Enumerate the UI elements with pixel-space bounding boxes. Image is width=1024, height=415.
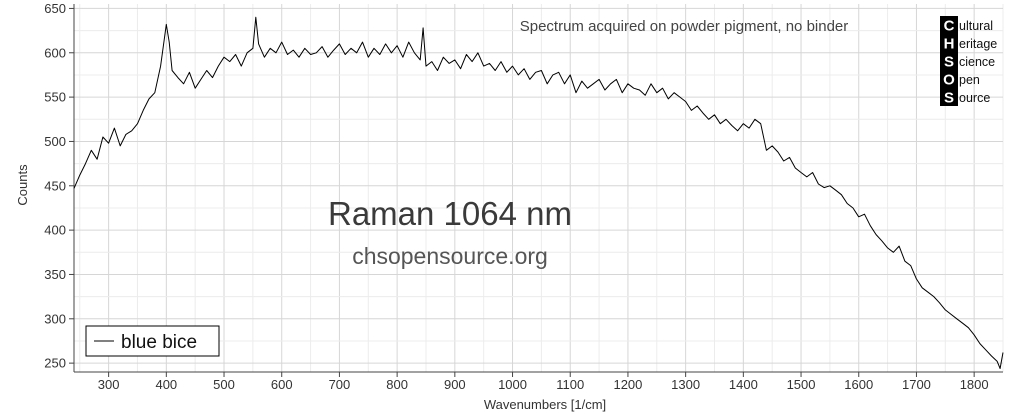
x-tick-label: 800 xyxy=(386,377,408,392)
logo-word: ource xyxy=(959,91,990,105)
x-tick-label: 500 xyxy=(213,377,235,392)
x-tick-label: 1100 xyxy=(556,377,584,392)
y-tick-label: 650 xyxy=(44,1,66,16)
watermark-url: chsopensource.org xyxy=(352,243,548,269)
x-axis-ticks: 300 400 500 600 700 800 900 1000 1100 1200 1300 140… xyxy=(98,372,989,392)
legend: blue bice xyxy=(85,325,220,357)
logo-word: ultural xyxy=(959,19,993,33)
logo-letter: O xyxy=(943,72,955,89)
x-tick-label: 1700 xyxy=(902,377,931,392)
logo-word: cience xyxy=(959,55,995,69)
logo-letter: C xyxy=(944,18,955,35)
y-tick-label: 300 xyxy=(44,311,66,326)
logo-letter: H xyxy=(944,36,955,53)
x-tick-label: 400 xyxy=(155,377,177,392)
y-tick-label: 250 xyxy=(44,356,66,371)
logo-bar xyxy=(940,16,958,106)
x-tick-label: 1500 xyxy=(787,377,816,392)
y-tick-label: 350 xyxy=(44,267,66,282)
x-tick-label: 900 xyxy=(444,377,466,392)
acquisition-note: Spectrum acquired on powder pigment, no … xyxy=(520,18,849,35)
y-axis-ticks: 250 300 350 400 450 500 550 600 650 xyxy=(44,1,74,371)
x-tick-label: 1800 xyxy=(960,377,989,392)
series-layer xyxy=(73,16,1004,369)
x-tick-label: 1000 xyxy=(498,377,527,392)
y-axis-title: Counts xyxy=(15,164,30,206)
x-tick-label: 1400 xyxy=(729,377,758,392)
y-tick-label: 400 xyxy=(44,223,66,238)
x-tick-label: 700 xyxy=(329,377,351,392)
grid-lines xyxy=(74,4,1004,372)
x-tick-label: 600 xyxy=(271,377,293,392)
x-tick-label: 300 xyxy=(98,377,120,392)
watermark-title: Raman 1064 nm xyxy=(328,195,572,232)
logo-word: pen xyxy=(959,73,980,87)
x-tick-label: 1600 xyxy=(844,377,873,392)
x-axis-title: Wavenumbers [1/cm] xyxy=(484,397,606,412)
y-tick-label: 500 xyxy=(44,134,66,149)
series-line-blue-bice xyxy=(73,16,1004,369)
y-tick-label: 550 xyxy=(44,90,66,105)
x-tick-label: 1300 xyxy=(671,377,700,392)
logo-word: eritage xyxy=(959,37,997,51)
y-tick-label: 600 xyxy=(44,45,66,60)
logo-letter: S xyxy=(944,54,954,71)
legend-label: blue bice xyxy=(121,332,197,353)
x-tick-label: 1200 xyxy=(613,377,642,392)
logo-letter: S xyxy=(944,90,954,107)
y-tick-label: 450 xyxy=(44,178,66,193)
